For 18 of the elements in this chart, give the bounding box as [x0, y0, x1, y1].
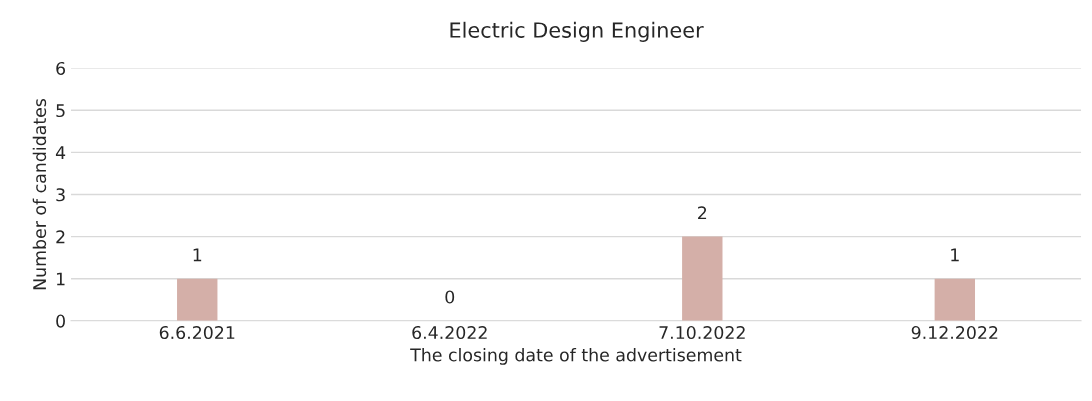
data-label: 0 [445, 290, 455, 304]
data-label: 1 [951, 248, 959, 262]
x-tick-label: 7.10.2022 [659, 325, 745, 340]
data-label: 2 [698, 206, 707, 220]
x-tick-label: 6.6.2021 [159, 325, 235, 340]
x-tick-label: 9.12.2022 [911, 325, 998, 340]
x-axis-title: The closing date of the advertisement [410, 348, 742, 365]
x-tick-label: 6.4.2022 [412, 325, 487, 340]
y-tick-label: 4 [55, 146, 66, 159]
y-tick-label: 5 [56, 104, 65, 118]
y-tick-label: 3 [56, 188, 65, 202]
y-tick-label: 6 [56, 61, 66, 76]
y-axis-title: Number of candidates [32, 98, 47, 290]
data-label: 1 [193, 248, 202, 262]
y-tick-label: 1 [56, 272, 65, 286]
y-tick-label: 0 [56, 314, 65, 328]
chart-title: Electric Design Engineer [450, 21, 704, 42]
y-tick-label: 2 [56, 230, 65, 244]
